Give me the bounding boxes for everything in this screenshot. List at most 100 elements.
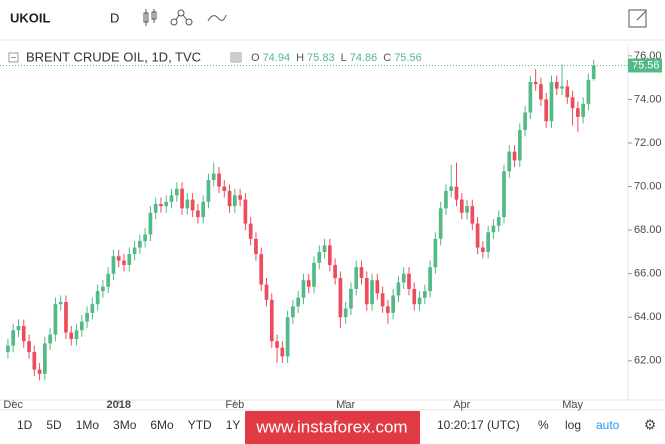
candle-body bbox=[153, 203, 158, 213]
candle-body bbox=[280, 347, 285, 357]
candle-body bbox=[232, 195, 237, 207]
candle-body bbox=[180, 188, 184, 209]
ohlc-value: 74.86 bbox=[350, 52, 378, 64]
candle-body bbox=[591, 65, 596, 79]
range-button[interactable]: 6Mo bbox=[150, 418, 174, 432]
candle-body bbox=[349, 288, 353, 309]
candle-body bbox=[79, 321, 84, 331]
candle-body bbox=[428, 267, 432, 292]
y-tick-label: 66.00 bbox=[634, 268, 662, 280]
candle-body bbox=[138, 241, 142, 248]
candle-body bbox=[190, 199, 195, 211]
candle-body bbox=[544, 99, 549, 122]
candle-body bbox=[132, 247, 137, 255]
watermark-box bbox=[245, 411, 420, 444]
indicators-icon[interactable] bbox=[170, 9, 193, 26]
settings-gear[interactable]: ⚙ bbox=[644, 417, 657, 433]
candle-body bbox=[32, 352, 37, 370]
candle-body bbox=[143, 234, 147, 242]
y-tick-label: 70.00 bbox=[634, 180, 662, 192]
compare-icon[interactable] bbox=[207, 14, 227, 22]
candle-body bbox=[222, 186, 227, 191]
candle-body bbox=[396, 282, 401, 296]
candle-body bbox=[169, 195, 174, 202]
candle-body bbox=[528, 82, 533, 113]
candle-body bbox=[111, 256, 116, 274]
candle-body bbox=[438, 208, 443, 239]
chart-title: BRENT CRUDE OIL, 1D, TVC bbox=[26, 49, 201, 64]
candle-body bbox=[301, 280, 306, 298]
candle-body bbox=[486, 232, 490, 252]
candle-body bbox=[196, 210, 200, 218]
candle-body bbox=[454, 186, 459, 200]
range-button[interactable]: 1D bbox=[17, 418, 33, 432]
candle-body bbox=[43, 343, 47, 374]
candle-body bbox=[370, 280, 374, 305]
candle-body bbox=[90, 304, 95, 313]
ohlc-key: L bbox=[341, 52, 347, 64]
symbol[interactable]: UKOIL bbox=[10, 10, 51, 25]
candle-body bbox=[243, 199, 248, 224]
candle-body bbox=[533, 82, 538, 85]
ohlc-key: O bbox=[251, 52, 260, 64]
candle-body bbox=[11, 330, 16, 346]
candle-body bbox=[101, 286, 105, 292]
candle-body bbox=[354, 267, 359, 289]
range-button[interactable]: 1Y bbox=[226, 418, 241, 432]
candle-body bbox=[401, 273, 406, 283]
y-tick-label: 64.00 bbox=[634, 311, 662, 323]
candle-body bbox=[217, 173, 221, 187]
candle-body bbox=[238, 195, 242, 200]
candle-body bbox=[312, 262, 316, 287]
candle-body bbox=[517, 129, 522, 161]
candle-body bbox=[48, 334, 52, 344]
axis-option[interactable]: auto bbox=[596, 418, 620, 432]
axis-option[interactable]: % bbox=[538, 418, 549, 432]
candle-body bbox=[433, 238, 438, 268]
range-button[interactable]: 1Mo bbox=[76, 418, 100, 432]
candle-body bbox=[159, 203, 163, 207]
candle-body bbox=[64, 301, 68, 333]
axis-option[interactable]: log bbox=[565, 418, 581, 432]
candle-body bbox=[502, 171, 506, 218]
x-tick-label: Feb bbox=[225, 399, 244, 411]
collapse-icon[interactable] bbox=[8, 52, 19, 63]
y-tick-label: 62.00 bbox=[634, 355, 662, 367]
candle-body bbox=[95, 291, 100, 305]
y-tick-label: 72.00 bbox=[634, 137, 662, 149]
candle-body bbox=[359, 267, 364, 279]
settings-icon[interactable] bbox=[230, 52, 242, 63]
candle-body bbox=[227, 190, 232, 207]
candle-body bbox=[475, 223, 480, 248]
candle-body bbox=[364, 278, 369, 305]
range-button[interactable]: 5D bbox=[46, 418, 62, 432]
candle-body bbox=[106, 273, 111, 287]
range-button[interactable]: 3Mo bbox=[113, 418, 137, 432]
candle-body bbox=[554, 82, 559, 89]
x-tick-label: Mar bbox=[336, 399, 355, 411]
candle-body bbox=[570, 97, 575, 109]
candle-body bbox=[412, 288, 417, 305]
fullscreen-icon[interactable] bbox=[628, 9, 647, 28]
candle-body bbox=[327, 245, 332, 265]
candle-body bbox=[185, 199, 190, 209]
candle-body bbox=[338, 278, 343, 318]
candle-body bbox=[507, 151, 512, 172]
candle-body bbox=[285, 317, 290, 357]
candle-body bbox=[127, 254, 132, 265]
candle-body bbox=[444, 190, 448, 209]
ohlc-key: C bbox=[383, 52, 391, 64]
y-tick-label: 68.00 bbox=[634, 224, 662, 236]
candle-icon[interactable] bbox=[143, 9, 157, 26]
candle-body bbox=[375, 280, 380, 294]
candle-body bbox=[269, 299, 274, 342]
range-button[interactable]: YTD bbox=[188, 418, 212, 432]
candle-body bbox=[417, 297, 422, 305]
candle-body bbox=[380, 293, 385, 307]
candle-body bbox=[386, 306, 390, 313]
interval[interactable]: D bbox=[110, 10, 119, 25]
candle-body bbox=[16, 325, 21, 331]
candle-body bbox=[581, 103, 585, 117]
